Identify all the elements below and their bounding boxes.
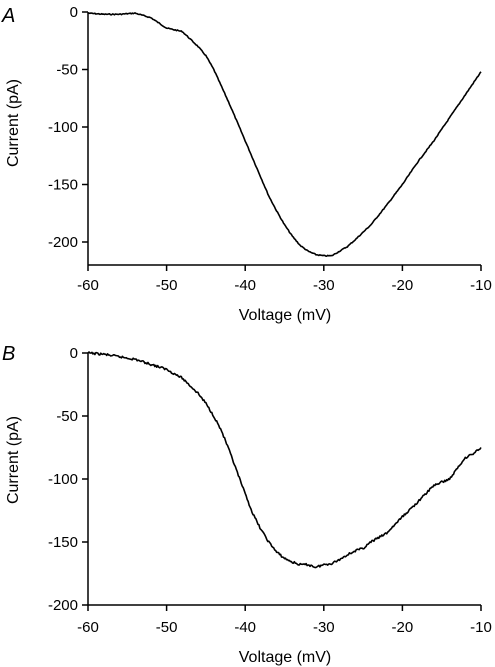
panel-a-series-line [87, 12, 482, 257]
panel-b-x-axis-title: Voltage (mV) [239, 649, 331, 666]
x-tick-label: -50 [156, 619, 178, 636]
panel-b-letter: B [2, 343, 15, 365]
y-tick-label: -150 [48, 177, 78, 194]
panel-a-x-axis-title: Voltage (mV) [239, 307, 331, 324]
panel-b-series-line [87, 351, 482, 569]
y-tick-label: -200 [48, 234, 78, 251]
y-tick-label: -100 [48, 471, 78, 488]
panel-b-y-ticks: 0 -50 -100 -150 -200 [48, 345, 88, 614]
y-tick-label: 0 [70, 345, 78, 362]
x-tick-label: -60 [77, 619, 99, 636]
x-tick-label: -40 [234, 619, 256, 636]
y-tick-label: -200 [48, 597, 78, 614]
x-tick-label: -60 [77, 277, 99, 294]
panel-a-x-ticks: -60 -50 -40 -30 -20 -10 [77, 265, 492, 294]
y-tick-label: -50 [56, 408, 78, 425]
panel-b-x-ticks: -60 -50 -40 -30 -20 -10 [77, 605, 492, 636]
panel-a-axes [87, 12, 481, 266]
y-tick-label: -150 [48, 534, 78, 551]
panel-b: B -60 -50 -40 -30 -20 -10 0 -50 -100 -150 -200 Vo… [2, 343, 492, 666]
x-tick-label: -30 [313, 277, 335, 294]
panel-a-y-axis-title: Current (pA) [5, 79, 22, 167]
x-tick-label: -30 [313, 619, 335, 636]
x-tick-label: -20 [392, 277, 414, 294]
panel-a-letter: A [1, 5, 15, 27]
x-tick-label: -40 [234, 277, 256, 294]
panel-a-y-ticks: 0 -50 -100 -150 -200 [48, 4, 88, 251]
x-tick-label: -50 [156, 277, 178, 294]
panel-a: A -60 -50 -40 -30 -20 -10 0 -50 -100 -150 -200 Vo… [1, 4, 492, 324]
y-tick-label: 0 [70, 4, 78, 21]
y-tick-label: -50 [56, 62, 78, 79]
x-tick-label: -20 [392, 619, 414, 636]
y-tick-label: -100 [48, 119, 78, 136]
x-tick-label: -10 [470, 619, 492, 636]
x-tick-label: -10 [470, 277, 492, 294]
panel-b-y-axis-title: Current (pA) [5, 416, 22, 504]
panel-b-axes [87, 353, 481, 606]
